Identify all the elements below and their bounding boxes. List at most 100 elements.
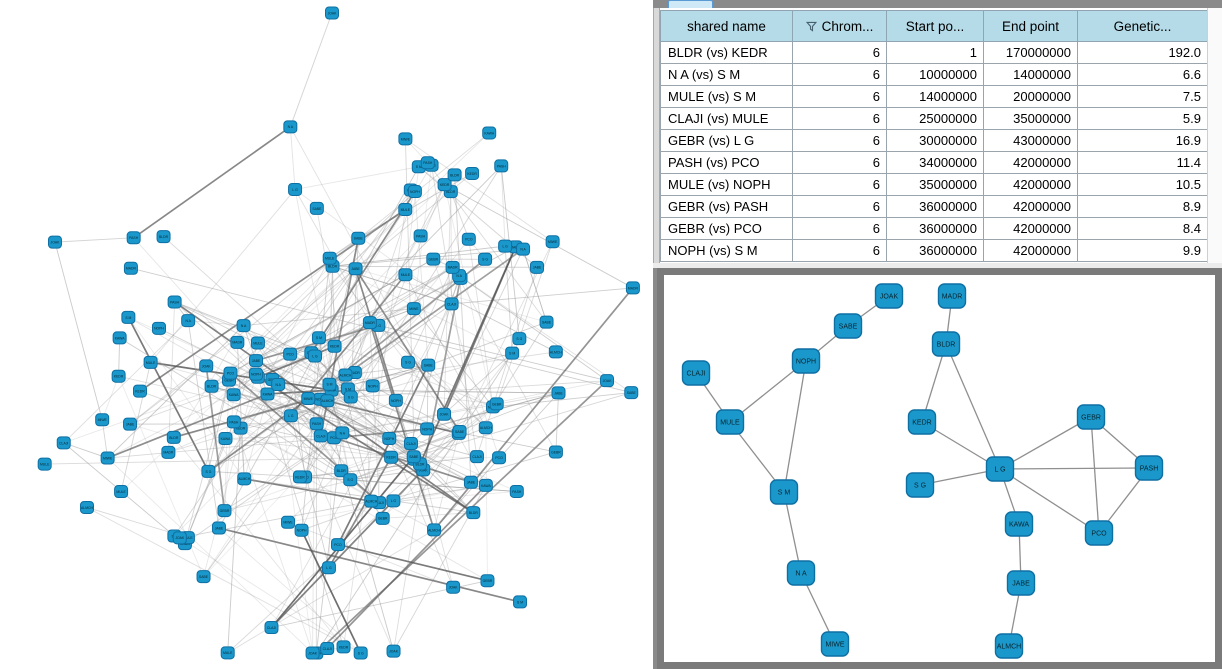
network-node[interactable]: ALMCH — [79, 500, 94, 514]
network-node[interactable]: MULE — [220, 646, 235, 660]
network-node[interactable]: JOAK — [446, 580, 461, 594]
network-node[interactable]: JOAK — [305, 646, 320, 660]
network-node[interactable]: NOPH — [365, 379, 380, 393]
network-node[interactable]: MIWE — [100, 451, 115, 465]
network-node[interactable]: CLAJI — [264, 621, 279, 635]
network-node-s-g[interactable]: S G — [905, 472, 935, 498]
network-node[interactable]: GEBR — [217, 504, 232, 518]
network-node[interactable]: MULE — [398, 202, 413, 216]
cell-end_point[interactable]: 42000000 — [983, 151, 1078, 174]
network-node-kawa[interactable]: KAWA — [1004, 511, 1034, 537]
network-node[interactable]: L G — [321, 561, 336, 575]
network-node[interactable]: L G — [498, 239, 513, 253]
network-node[interactable]: NOPH — [420, 422, 435, 436]
cell-shared_name[interactable]: GEBR (vs) PASH — [660, 195, 793, 218]
cell-shared_name[interactable]: N A (vs) S M — [660, 63, 793, 86]
network-node[interactable]: PCO — [461, 232, 476, 246]
network-node[interactable]: JOAK — [600, 374, 615, 388]
network-node-mule[interactable]: MULE — [715, 409, 745, 435]
network-node[interactable]: MIWE — [406, 302, 421, 316]
network-node[interactable]: BLDR — [156, 230, 171, 244]
network-node[interactable]: L G — [288, 182, 303, 196]
network-node-s-m[interactable]: S M — [769, 479, 799, 505]
cell-end_point[interactable]: 42000000 — [983, 239, 1078, 262]
network-node[interactable]: MULE — [37, 457, 52, 471]
network-node[interactable]: CLAJI — [313, 429, 328, 443]
cell-shared_name[interactable]: BLDR (vs) KEDR — [660, 41, 793, 64]
network-node-gebr[interactable]: GEBR — [1076, 404, 1106, 430]
cell-shared_name[interactable]: MULE (vs) NOPH — [660, 173, 793, 196]
cell-end_point[interactable]: 42000000 — [983, 217, 1078, 240]
network-node[interactable]: SABE — [351, 231, 366, 245]
cell-chromosome[interactable]: 6 — [792, 239, 887, 262]
cell-chromosome[interactable]: 6 — [792, 217, 887, 240]
cell-start_position[interactable]: 36000000 — [886, 217, 984, 240]
cell-end_point[interactable]: 35000000 — [983, 107, 1078, 130]
network-node[interactable]: N A — [271, 377, 286, 391]
network-node[interactable]: CLAJI — [444, 297, 459, 311]
network-node[interactable]: JOAK — [199, 359, 214, 373]
network-node-miwe[interactable]: MIWE — [820, 631, 850, 657]
network-node[interactable]: PASH — [126, 231, 141, 245]
cell-genetic_distance[interactable]: 11.4 — [1077, 151, 1208, 174]
network-node-joak[interactable]: JOAK — [874, 283, 904, 309]
network-node[interactable]: JABE — [463, 475, 478, 489]
cell-start_position[interactable]: 36000000 — [886, 195, 984, 218]
network-node[interactable]: GEBR — [426, 252, 441, 266]
cell-chromosome[interactable]: 6 — [792, 107, 887, 130]
column-header-genetic_distance[interactable]: Genetic... — [1077, 10, 1208, 42]
network-node[interactable]: S M — [505, 346, 520, 360]
network-node-pco[interactable]: PCO — [1084, 520, 1114, 546]
network-node[interactable]: N A — [335, 426, 350, 440]
network-node[interactable]: JABE — [211, 521, 226, 535]
network-node[interactable]: BLDR — [447, 168, 462, 182]
cell-chromosome[interactable]: 6 — [792, 85, 887, 108]
network-node[interactable]: JOAK — [386, 644, 401, 658]
network-node[interactable]: KEDR — [336, 640, 351, 654]
cell-genetic_distance[interactable]: 192.0 — [1077, 41, 1208, 64]
network-node[interactable]: MIWE — [398, 132, 413, 146]
cell-chromosome[interactable]: 6 — [792, 151, 887, 174]
network-node[interactable]: KEDR — [111, 369, 126, 383]
cell-start_position[interactable]: 10000000 — [886, 63, 984, 86]
network-node-sabe[interactable]: SABE — [833, 313, 863, 339]
network-node[interactable]: L G — [307, 349, 322, 363]
network-node[interactable]: SABE — [406, 450, 421, 464]
network-node[interactable]: BLDR — [166, 430, 181, 444]
network-node[interactable]: KAWA — [478, 478, 493, 492]
network-node[interactable]: L G — [283, 409, 298, 423]
network-node[interactable]: GEBR — [375, 511, 390, 525]
network-node[interactable]: PASH — [309, 417, 324, 431]
cell-start_position[interactable]: 34000000 — [886, 151, 984, 174]
network-node[interactable]: N A — [283, 120, 298, 134]
network-node[interactable]: JABE — [249, 354, 264, 368]
cell-genetic_distance[interactable]: 9.9 — [1077, 239, 1208, 262]
cell-genetic_distance[interactable]: 8.9 — [1077, 195, 1208, 218]
network-node[interactable]: MIWE — [281, 515, 296, 529]
network-node[interactable]: MULE — [398, 268, 413, 282]
network-node[interactable]: KAWA — [482, 126, 497, 140]
network-node-l-g[interactable]: L G — [985, 456, 1015, 482]
network-node-pash[interactable]: PASH — [1134, 455, 1164, 481]
network-node[interactable]: SABE — [452, 424, 467, 438]
network-node[interactable]: PCO — [330, 538, 345, 552]
network-node[interactable]: JABE — [551, 386, 566, 400]
network-node[interactable]: S G — [353, 646, 368, 660]
network-node[interactable]: PCO — [492, 451, 507, 465]
cell-shared_name[interactable]: PASH (vs) PCO — [660, 151, 793, 174]
cell-end_point[interactable]: 43000000 — [983, 129, 1078, 152]
network-node[interactable]: BLDR — [466, 506, 481, 520]
cell-shared_name[interactable]: GEBR (vs) L G — [660, 129, 793, 152]
network-node[interactable]: S M — [513, 595, 528, 609]
cell-genetic_distance[interactable]: 5.9 — [1077, 107, 1208, 130]
network-node[interactable]: S M — [311, 331, 326, 345]
network-node[interactable]: NOPH — [388, 393, 403, 407]
network-node[interactable]: MULE — [322, 251, 337, 265]
network-node[interactable]: MULE — [143, 355, 158, 369]
network-node[interactable]: KEDR — [132, 384, 147, 398]
network-node[interactable]: KEDR — [465, 166, 480, 180]
network-node[interactable]: CLAJI — [320, 642, 335, 656]
network-node-almch[interactable]: ALMCH — [994, 633, 1024, 659]
cell-genetic_distance[interactable]: 10.5 — [1077, 173, 1208, 196]
network-node[interactable]: SABE — [624, 386, 639, 400]
